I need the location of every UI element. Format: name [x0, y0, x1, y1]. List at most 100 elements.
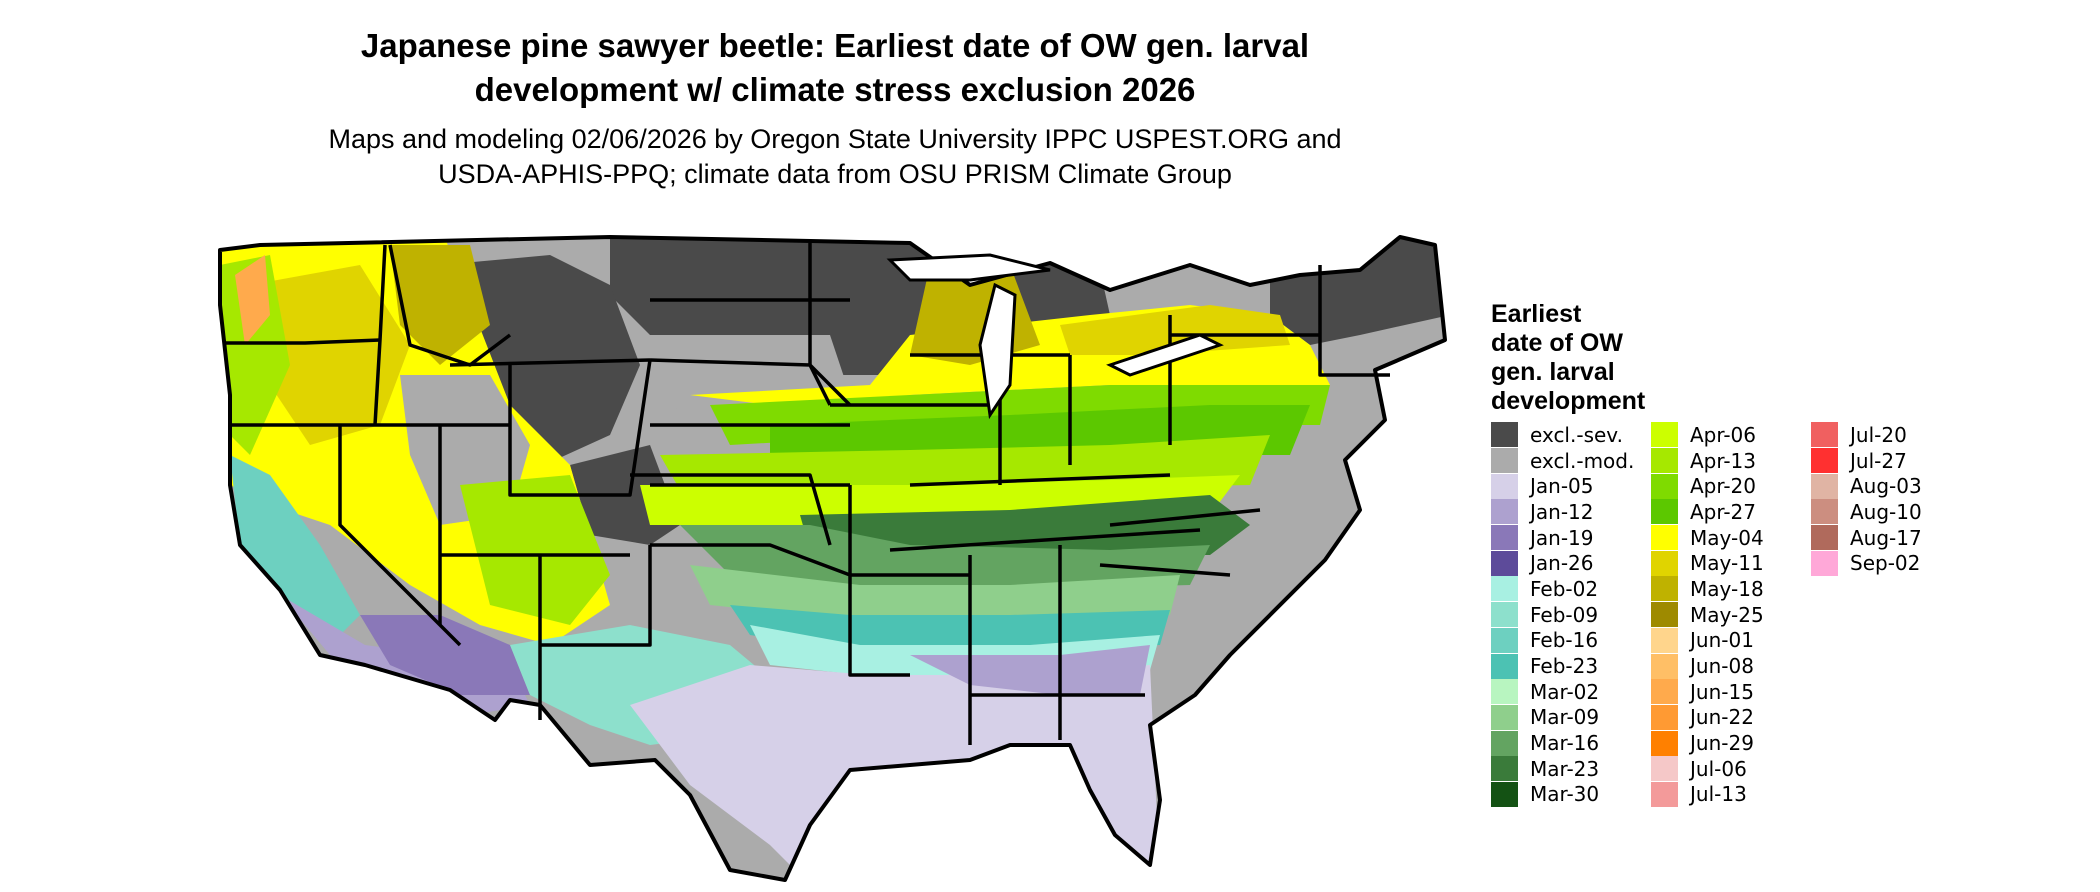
border-nc-sc [1099, 563, 1231, 577]
us-map [218, 235, 1447, 882]
legend-label: Mar-16 [1530, 731, 1600, 756]
legend-label: May-04 [1690, 525, 1764, 550]
legend-swatch [1651, 653, 1678, 679]
legend-label: Aug-03 [1850, 474, 1922, 499]
legend-swatch [1651, 448, 1678, 474]
legend-swatch [1491, 627, 1518, 653]
border-tn-south [889, 528, 1201, 552]
legend-item: Mar-09 [1491, 704, 1634, 731]
legend-swatch [1491, 704, 1518, 730]
legend-item: Feb-02 [1491, 576, 1634, 602]
legend-item: Aug-10 [1811, 499, 1922, 525]
legend-title: Earliest date of OW gen. larval developm… [1491, 300, 1645, 416]
legend-swatch [1651, 550, 1678, 576]
legend-label: Jan-26 [1530, 551, 1594, 576]
legend-label: Jan-12 [1530, 499, 1594, 524]
legend-swatch [1491, 781, 1518, 807]
legend-label: Jun-22 [1690, 705, 1754, 730]
border-new-england [1318, 265, 1390, 377]
lake-michigan [978, 282, 1017, 420]
legend-swatch [1491, 730, 1518, 756]
zone-arizona-purple [360, 615, 530, 695]
map-title-line-1: Japanese pine sawyer beetle: Earliest da… [360, 27, 1310, 64]
legend-swatch [1811, 422, 1838, 448]
legend-swatch [1491, 602, 1518, 628]
border-wy-ut-co [508, 359, 652, 497]
border-ar-la [848, 575, 910, 677]
legend-label: Jul-06 [1690, 756, 1747, 781]
legend-swatch [1811, 525, 1838, 551]
border-id-mt [388, 244, 512, 367]
legend-item: Apr-20 [1651, 473, 1764, 499]
legend-item: Jan-05 [1491, 473, 1634, 499]
legend-item: May-11 [1651, 550, 1764, 576]
legend-label: Apr-20 [1690, 474, 1756, 499]
border-tn-ky [909, 473, 1171, 487]
lake-erie [1106, 333, 1224, 377]
great-lakes [886, 253, 1224, 420]
legend-title-line-4: development [1491, 387, 1646, 415]
legend-item: Jul-27 [1811, 448, 1922, 474]
map-title-line-2: development w/ climate stress exclusion … [474, 71, 1196, 108]
zone-se-mar30 [800, 495, 1250, 555]
legend-label: Jan-19 [1530, 525, 1594, 550]
zone-west-apr [220, 255, 290, 455]
legend-item: Mar-30 [1491, 781, 1634, 808]
border-mn [808, 243, 852, 407]
legend-label: Jun-29 [1690, 731, 1754, 756]
legend-item: Feb-23 [1491, 653, 1634, 679]
legend-swatch [1651, 679, 1678, 705]
legend-column-1: excl.-sev. excl.-mod. Jan-05 Jan-12 Jan-19 Ja… [1491, 422, 1634, 807]
legend-label: Jun-08 [1690, 654, 1754, 679]
legend-swatch [1491, 653, 1518, 679]
map-subtitle-line-2: USDA-APHIS-PPQ; climate data from OSU PR… [438, 159, 1232, 189]
border-or-id [373, 244, 387, 426]
lake-superior [886, 253, 1051, 282]
legend-swatch [1491, 448, 1518, 474]
legend-item: excl.-mod. [1491, 448, 1634, 474]
legend-swatch [1651, 499, 1678, 525]
legend-item: Apr-27 [1651, 499, 1764, 525]
legend-item: Jul-20 [1811, 422, 1922, 448]
legend-swatch [1651, 781, 1678, 807]
legend-label: Apr-27 [1690, 499, 1756, 524]
zone-oregon-orange [235, 255, 270, 345]
legend-item: Jan-19 [1491, 525, 1634, 551]
legend-label: May-18 [1690, 576, 1764, 601]
legend-item: Jun-15 [1651, 679, 1764, 705]
legend-column-2: Apr-06 Apr-13 Apr-20 Apr-27 May-04 May-11 May-… [1651, 422, 1764, 807]
legend-label: Mar-23 [1530, 756, 1600, 781]
legend-label: Feb-09 [1530, 602, 1599, 627]
legend-item: Jul-06 [1651, 756, 1764, 782]
legend-label: Mar-02 [1530, 679, 1600, 704]
legend-swatch [1811, 499, 1838, 525]
legend-swatch [1651, 704, 1678, 730]
border-co-ks [630, 473, 832, 546]
legend-item: Apr-06 [1651, 422, 1764, 448]
legend-item: Jun-01 [1651, 627, 1764, 654]
legend-item: May-04 [1651, 525, 1764, 551]
zone-se-mar16 [680, 525, 1210, 590]
legend-title-line-2: date of OW [1491, 329, 1623, 357]
legend-label: Apr-13 [1690, 448, 1756, 473]
legend-item: Jun-22 [1651, 704, 1764, 731]
legend-title-line-3: gen. larval [1491, 358, 1615, 386]
zone-gulf-jan05 [630, 665, 1160, 880]
legend-swatch [1651, 756, 1678, 782]
legend-item: May-25 [1651, 602, 1764, 628]
legend-swatch [1651, 525, 1678, 551]
legend-swatch [1491, 499, 1518, 525]
legend-label: Jul-13 [1690, 782, 1747, 807]
legend-label: Sep-02 [1850, 551, 1921, 576]
legend-label: May-25 [1690, 602, 1764, 627]
legend-swatch [1491, 576, 1518, 602]
legend-item: Aug-17 [1811, 525, 1922, 551]
legend-swatch [1651, 576, 1678, 602]
legend-item: Jan-26 [1491, 550, 1634, 576]
legend-label: Mar-30 [1530, 782, 1600, 807]
legend-swatch [1811, 473, 1838, 499]
legend-label: excl.-mod. [1530, 448, 1635, 473]
legend-item: May-18 [1651, 576, 1764, 602]
legend-label: Aug-17 [1850, 525, 1922, 550]
zone-ohio-olive [1060, 305, 1290, 355]
